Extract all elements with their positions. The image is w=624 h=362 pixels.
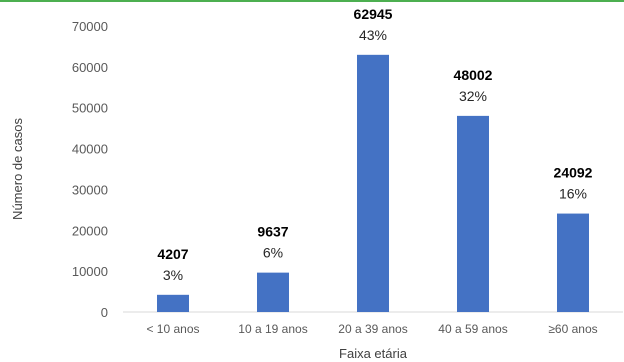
x-category-label: 20 a 39 anos xyxy=(338,322,407,336)
x-category-label: 40 a 59 anos xyxy=(438,322,507,336)
y-tick-label: 40000 xyxy=(72,142,108,157)
bar-percent-label: 43% xyxy=(359,27,387,43)
bar-percent-label: 3% xyxy=(163,267,183,283)
y-tick-label: 70000 xyxy=(72,19,108,34)
y-tick-label: 10000 xyxy=(72,264,108,279)
bar xyxy=(157,294,189,312)
bar-percent-label: 6% xyxy=(263,245,283,261)
bar-value-label: 48002 xyxy=(454,67,493,83)
bar xyxy=(357,54,389,313)
bar-value-label: 24092 xyxy=(554,165,593,181)
bars: 4207 3% 9637 6% 62945 43% 48002 32% 24092 16% xyxy=(157,6,593,313)
bar xyxy=(557,213,589,312)
x-axis-categories: < 10 anos 10 a 19 anos 20 a 39 anos 40 a 59… xyxy=(146,322,597,336)
bar xyxy=(457,115,489,313)
x-category-label: 10 a 19 anos xyxy=(238,322,307,336)
y-axis-title: Número de casos xyxy=(10,118,25,220)
y-tick-label: 60000 xyxy=(72,60,108,75)
y-tick-label: 50000 xyxy=(72,101,108,116)
bar-value-label: 4207 xyxy=(157,246,188,262)
bar-percent-label: 32% xyxy=(459,88,487,104)
y-tick-label: 0 xyxy=(101,305,108,320)
top-rule xyxy=(0,0,624,2)
bar-value-label: 9637 xyxy=(257,224,288,240)
bar-percent-label: 16% xyxy=(559,186,587,202)
x-category-label: ≥60 anos xyxy=(548,322,597,336)
x-axis-title: Faixa etária xyxy=(339,346,408,361)
y-tick-label: 20000 xyxy=(72,223,108,238)
y-axis-ticks: 0 10000 20000 30000 40000 50000 60000 70000 xyxy=(72,19,108,320)
bar-value-label: 62945 xyxy=(354,6,393,22)
x-category-label: < 10 anos xyxy=(146,322,199,336)
y-tick-label: 30000 xyxy=(72,182,108,197)
bar xyxy=(257,272,289,312)
